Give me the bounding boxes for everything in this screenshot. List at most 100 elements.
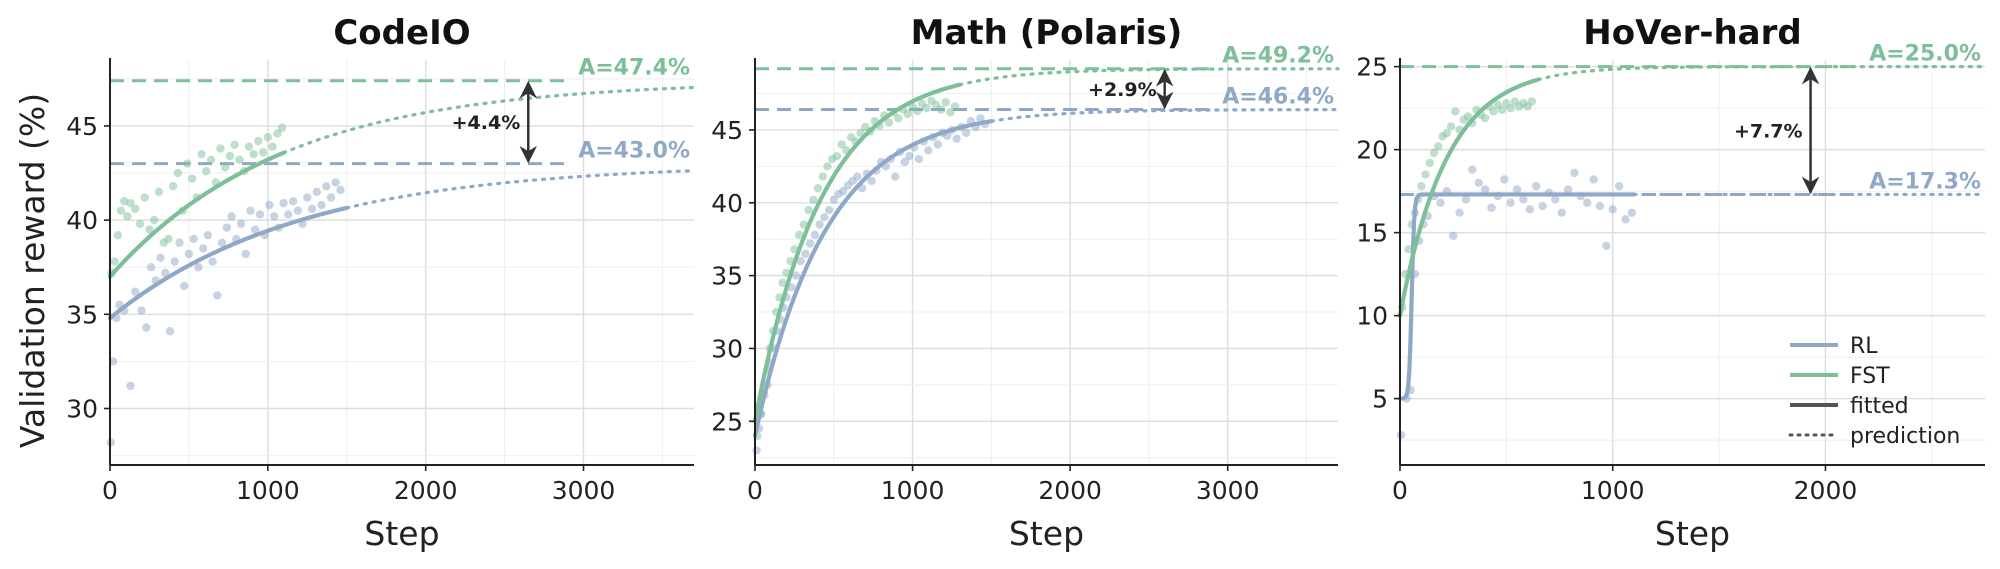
data-point-fst — [1480, 113, 1490, 123]
data-point-fst — [149, 215, 159, 225]
x-axis-label: Step — [364, 514, 439, 553]
data-point-fst — [913, 106, 922, 116]
asymptote-label-rl: A=46.4% — [1222, 85, 1334, 110]
data-point-fst — [277, 123, 287, 133]
data-point-rl — [198, 244, 208, 253]
data-point-rl — [791, 271, 801, 280]
panel-math-polaris: A=46.4% A=49.2% +2.9% 0 1000 2000 3000 25 30 35 40… — [711, 13, 1340, 553]
fitted-curve-rl — [752, 119, 994, 438]
data-point-rl — [1621, 215, 1630, 224]
x-tick-label: 1000 — [236, 476, 300, 505]
data-point-rl — [279, 198, 288, 208]
y-tick-label: 25 — [1356, 53, 1388, 82]
data-point-rl — [1396, 430, 1406, 440]
data-point-rl — [1474, 178, 1483, 188]
grid — [109, 60, 694, 465]
y-tick-label: 40 — [711, 189, 743, 218]
data-point-fst — [145, 225, 154, 234]
data-point-fst — [273, 129, 282, 138]
data-point-rl — [867, 176, 876, 186]
asymptote-label-fst: A=47.4% — [578, 56, 690, 81]
data-point-fst — [1429, 148, 1439, 158]
data-point-rl — [175, 238, 184, 247]
data-point-fst — [1425, 158, 1434, 168]
prediction-curve-fst — [1536, 65, 1987, 82]
data-point-rl — [914, 154, 924, 164]
data-point-fst — [1506, 103, 1515, 113]
data-point-rl — [208, 257, 217, 266]
data-point-rl — [241, 249, 250, 259]
data-point-fst — [809, 195, 818, 205]
data-point-rl — [961, 128, 971, 138]
data-point-rl — [1455, 208, 1464, 217]
data-point-rl — [269, 212, 279, 221]
data-point-fst — [135, 219, 145, 229]
data-point-rl — [203, 230, 213, 240]
data-point-fst — [804, 205, 813, 215]
panel-title: Math (Polaris) — [911, 13, 1183, 53]
data-point-rl — [108, 357, 118, 366]
data-point-rl — [1512, 185, 1522, 194]
data-point-rl — [303, 193, 312, 202]
data-point-fst — [268, 142, 277, 151]
data-point-rl — [227, 212, 236, 221]
data-point-fst — [140, 193, 149, 202]
data-point-rl — [179, 281, 189, 291]
y-tick-label: 45 — [711, 116, 743, 145]
y-tick-label: 35 — [66, 300, 98, 329]
data-point-rl — [326, 193, 336, 202]
y-tick-label: 45 — [66, 112, 98, 141]
x-tick-label: 1000 — [1581, 476, 1645, 505]
data-point-rl — [131, 287, 140, 296]
data-point-rl — [796, 256, 805, 266]
data-point-rl — [322, 182, 331, 191]
data-point-fst — [183, 159, 192, 168]
data-point-rl — [1589, 175, 1598, 184]
x-tick-label: 0 — [747, 476, 763, 505]
y-tick-label: 30 — [66, 394, 98, 423]
data-point-fst — [818, 172, 827, 181]
data-point-fst — [254, 136, 263, 146]
data-point-rl — [805, 239, 815, 248]
data-point-rl — [853, 172, 862, 181]
data-point-rl — [1551, 195, 1560, 204]
panel-codeio: A=43.0% A=47.4% +4.4% 0 1000 2000 3000 30 35 40 45… — [13, 13, 696, 553]
fitted-curve-rl — [107, 205, 349, 321]
scatter-fst — [753, 96, 960, 441]
data-point-rl — [1608, 205, 1617, 214]
x-tick-label: 2000 — [1794, 476, 1858, 505]
data-point-fst — [936, 105, 946, 114]
data-point-rl — [189, 234, 198, 244]
data-point-rl — [829, 195, 838, 205]
y-tick-label: 25 — [711, 407, 743, 436]
data-point-rl — [924, 146, 933, 155]
data-point-rl — [815, 220, 824, 229]
scatter-rl — [1396, 165, 1637, 440]
data-point-rl — [1448, 231, 1458, 241]
data-point-fst — [1489, 107, 1498, 116]
data-point-rl — [976, 114, 985, 123]
fitted-curve-fst — [752, 82, 962, 424]
panel-hover-hard: A=17.3% A=25.0% +7.7% 0 1000 2000 5 10 15 20 25 HoV… — [1356, 13, 1987, 553]
data-point-rl — [1487, 203, 1496, 212]
data-point-rl — [331, 178, 340, 187]
data-point-fst — [110, 257, 119, 266]
data-point-rl — [194, 263, 203, 272]
data-point-rl — [1602, 241, 1611, 251]
data-point-rl — [1506, 198, 1515, 207]
data-point-fst — [120, 197, 129, 206]
asymptote-label-fst: A=49.2% — [1222, 44, 1334, 69]
data-point-fst — [941, 98, 950, 107]
data-point-rl — [217, 238, 227, 247]
data-point-fst — [168, 182, 178, 191]
data-point-rl — [1595, 201, 1605, 211]
x-axis-label: Step — [1655, 514, 1730, 553]
data-point-rl — [137, 306, 146, 315]
data-point-rl — [1468, 165, 1477, 174]
data-point-fst — [894, 114, 903, 123]
data-point-fst — [1446, 122, 1456, 131]
data-point-rl — [824, 205, 834, 215]
data-point-rl — [905, 151, 914, 161]
data-point-fst — [1421, 170, 1430, 179]
y-tick-label: 20 — [1356, 136, 1388, 165]
